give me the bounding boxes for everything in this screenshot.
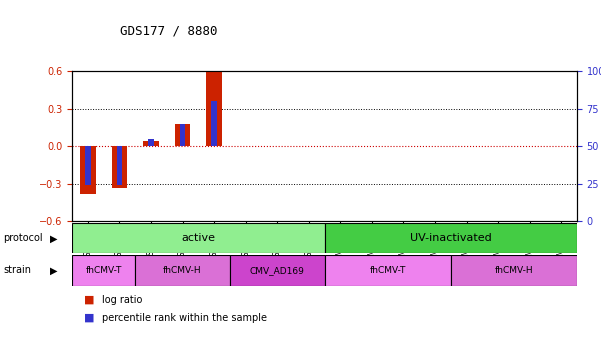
Text: ▶: ▶ (50, 265, 58, 276)
FancyBboxPatch shape (451, 255, 577, 286)
Text: strain: strain (3, 265, 31, 276)
Bar (206, 71, 222, 146)
Text: fhCMV-H: fhCMV-H (163, 266, 202, 275)
Text: ▶: ▶ (50, 233, 58, 243)
Bar (117, 146, 122, 185)
Bar (175, 124, 191, 146)
Text: protocol: protocol (3, 233, 43, 243)
Text: percentile rank within the sample: percentile rank within the sample (102, 313, 267, 323)
Text: CMV_AD169: CMV_AD169 (250, 266, 305, 275)
Text: ■: ■ (84, 313, 94, 323)
Bar (85, 146, 91, 185)
FancyBboxPatch shape (135, 255, 230, 286)
Text: fhCMV-T: fhCMV-T (370, 266, 406, 275)
Text: ■: ■ (84, 295, 94, 305)
FancyBboxPatch shape (230, 255, 325, 286)
Bar (148, 139, 154, 146)
Bar (80, 146, 96, 194)
FancyBboxPatch shape (72, 223, 325, 253)
FancyBboxPatch shape (72, 255, 135, 286)
Bar (212, 101, 217, 146)
Text: GDS177 / 8880: GDS177 / 8880 (120, 25, 218, 38)
Text: fhCMV-H: fhCMV-H (495, 266, 533, 275)
FancyBboxPatch shape (325, 223, 577, 253)
Bar (180, 124, 185, 146)
Text: log ratio: log ratio (102, 295, 142, 305)
Text: active: active (182, 233, 215, 243)
Bar (143, 141, 159, 146)
Text: fhCMV-T: fhCMV-T (85, 266, 122, 275)
Text: UV-inactivated: UV-inactivated (410, 233, 492, 243)
Bar (112, 146, 127, 188)
FancyBboxPatch shape (325, 255, 451, 286)
